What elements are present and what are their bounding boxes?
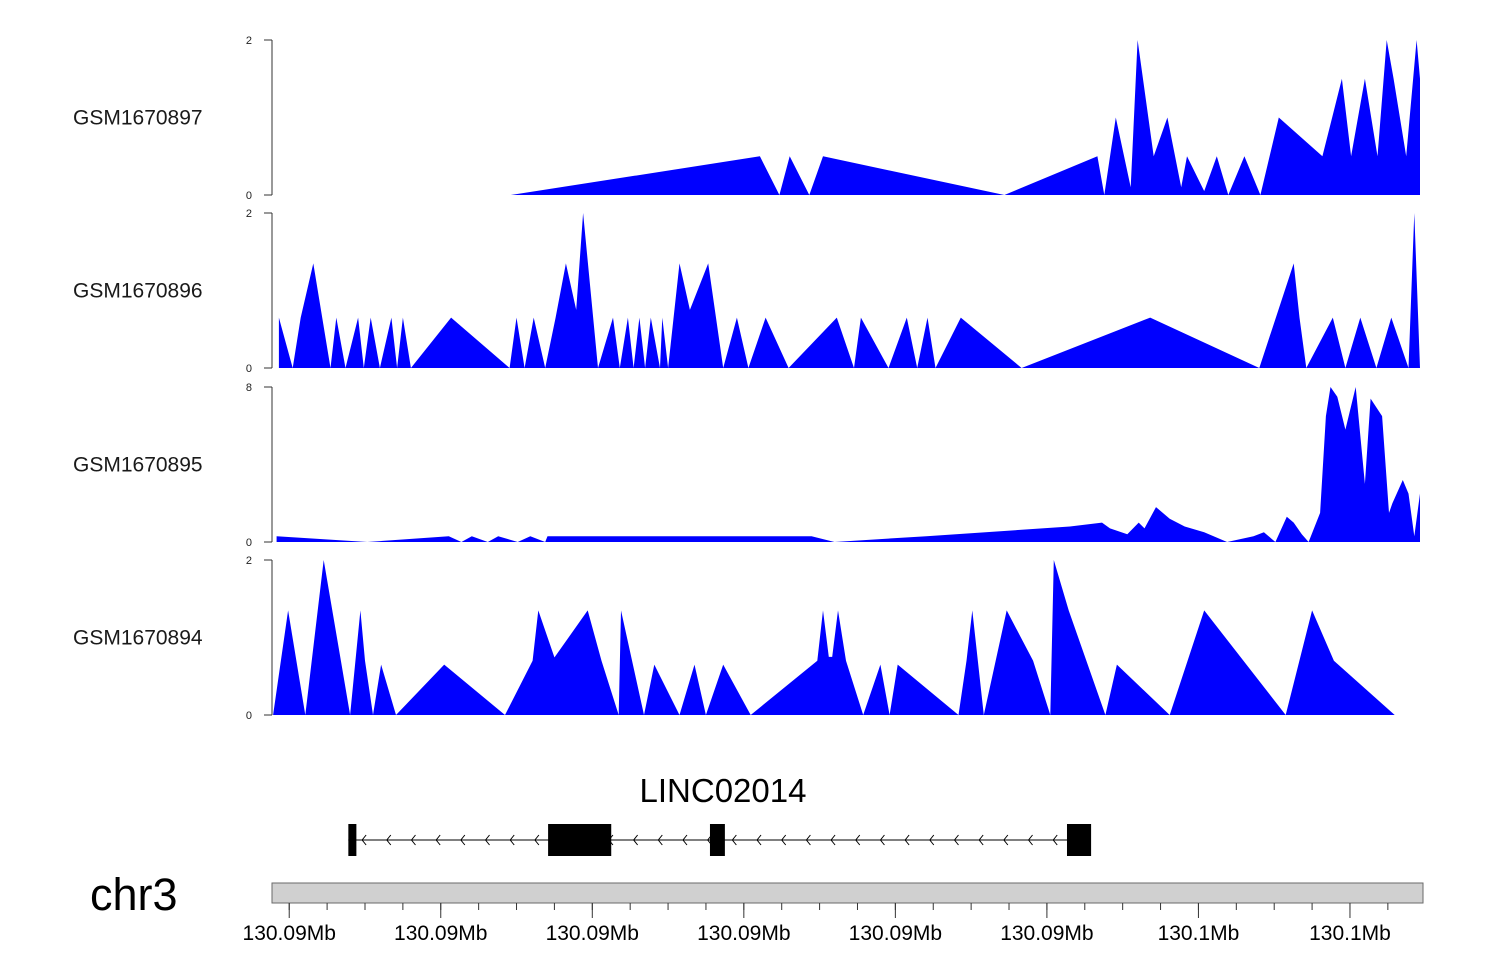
strand-arrow [830,834,836,846]
strand-arrow [731,834,737,846]
coverage-area [276,387,1421,542]
strand-arrow [756,834,762,846]
x-tick-label: 130.1Mb [1158,922,1240,945]
coverage-area [278,213,1420,368]
exon-block [348,824,357,856]
track-gsm1670894: GSM1670894 2 0 [73,555,1409,722]
strand-arrow [410,834,416,846]
strand-arrow [879,834,885,846]
y-tick-label: 0 [246,363,252,375]
track-gsm1670895: GSM1670895 8 0 [73,382,1421,549]
strand-arrow [855,834,861,846]
x-tick-label: 130.09Mb [697,922,790,945]
strand-arrow [361,834,367,846]
strand-arrow [1052,834,1058,846]
y-tick-label: 2 [246,208,252,220]
strand-arrow [953,834,959,846]
strand-arrow [509,834,515,846]
x-tick-label: 130.09Mb [546,922,639,945]
strand-arrow [929,834,935,846]
y-tick-label: 0 [246,537,252,549]
strand-arrow [1003,834,1009,846]
x-tick-label: 130.1Mb [1309,922,1391,945]
y-tick-label: 8 [246,382,252,394]
strand-arrow [632,834,639,846]
strand-arrow [386,834,392,846]
y-tick-label: 0 [246,190,252,202]
strand-arrow [781,834,787,846]
x-tick-label: 130.09Mb [1000,922,1093,945]
strand-arrow [1027,834,1033,846]
exon-block [709,824,725,856]
exon-block [1066,824,1092,856]
data-tracks: GSM167089720GSM167089620GSM167089580GSM1… [73,35,1421,722]
x-tick-label: 130.09Mb [394,922,487,945]
coverage-area [273,560,1409,715]
track-gsm1670896: GSM1670896 2 0 [73,208,1420,375]
x-tick-label: 130.09Mb [849,922,942,945]
genome-axis-track: chr3 130.09Mb 130.09Mb 130.09Mb 130.09Mb 130… [90,869,1424,945]
strand-arrow [904,834,910,846]
x-tick-label: 130.09Mb [243,922,336,945]
strand-arrow [978,834,984,846]
track-label: GSM1670895 [73,454,203,477]
gene-model-track: LINC02014 [348,772,1092,856]
y-tick-label: 2 [246,35,252,47]
track-label: GSM1670894 [73,627,203,650]
track-gsm1670897: GSM1670897 2 0 [73,35,1420,202]
track-label: GSM1670896 [73,280,203,303]
y-tick-label: 2 [246,555,252,567]
y-tick-label: 0 [246,710,252,722]
exon-block [548,824,612,856]
coverage-area [510,40,1420,195]
strand-arrow [460,834,466,846]
strand-arrow [534,834,540,846]
strand-arrow [805,834,811,846]
ideogram-bar [271,882,1424,904]
strand-arrow [682,834,688,846]
strand-arrow [657,834,663,846]
chromosome-label: chr3 [90,869,178,920]
strand-arrow [484,834,490,846]
track-label: GSM1670897 [73,107,203,130]
gene-name-label: LINC02014 [640,772,807,809]
strand-arrow [435,834,441,846]
